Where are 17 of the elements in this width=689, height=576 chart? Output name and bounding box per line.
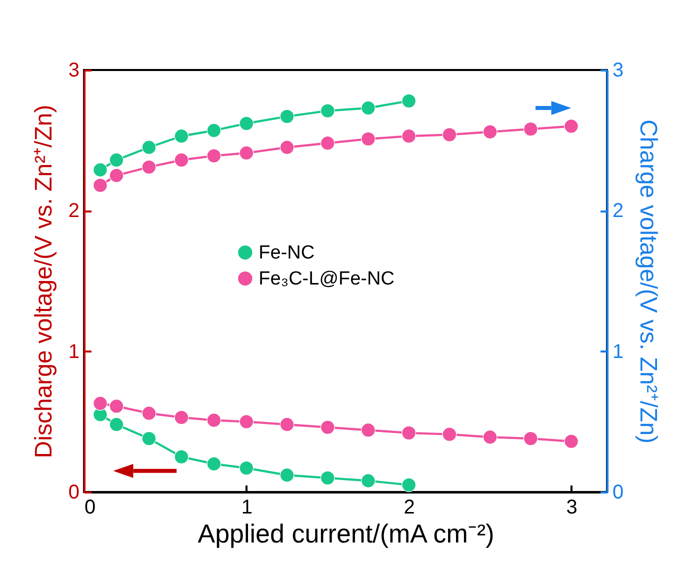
y-tick-label: 1 [68,340,80,363]
legend-label: Fe₃C-L@Fe-NC [258,268,394,290]
y2-tick-label: 2 [612,200,624,222]
y-axis-title: Discharge voltage/(V vs. Zn²⁺/Zn) [30,104,58,458]
y-tick-label: 0 [68,482,80,504]
y-tick-label: 3 [68,60,80,82]
x-tick-label: 3 [566,496,578,518]
y2-tick-label: 1 [612,340,624,363]
y2-tick-label: 0 [612,482,624,504]
x-tick-label: 1 [241,496,252,518]
x-tick-label: 2 [404,496,415,518]
y2-axis-title: Charge voltage/(V vs. Zn²⁺/Zn) [634,119,662,444]
x-axis-title: Applied current/(mA cm⁻²) [198,518,494,548]
y2-tick-label: 3 [612,60,624,82]
y-tick-label: 2 [68,200,80,222]
legend-label: Fe-NC [258,242,315,264]
x-tick-label: 0 [84,496,96,518]
